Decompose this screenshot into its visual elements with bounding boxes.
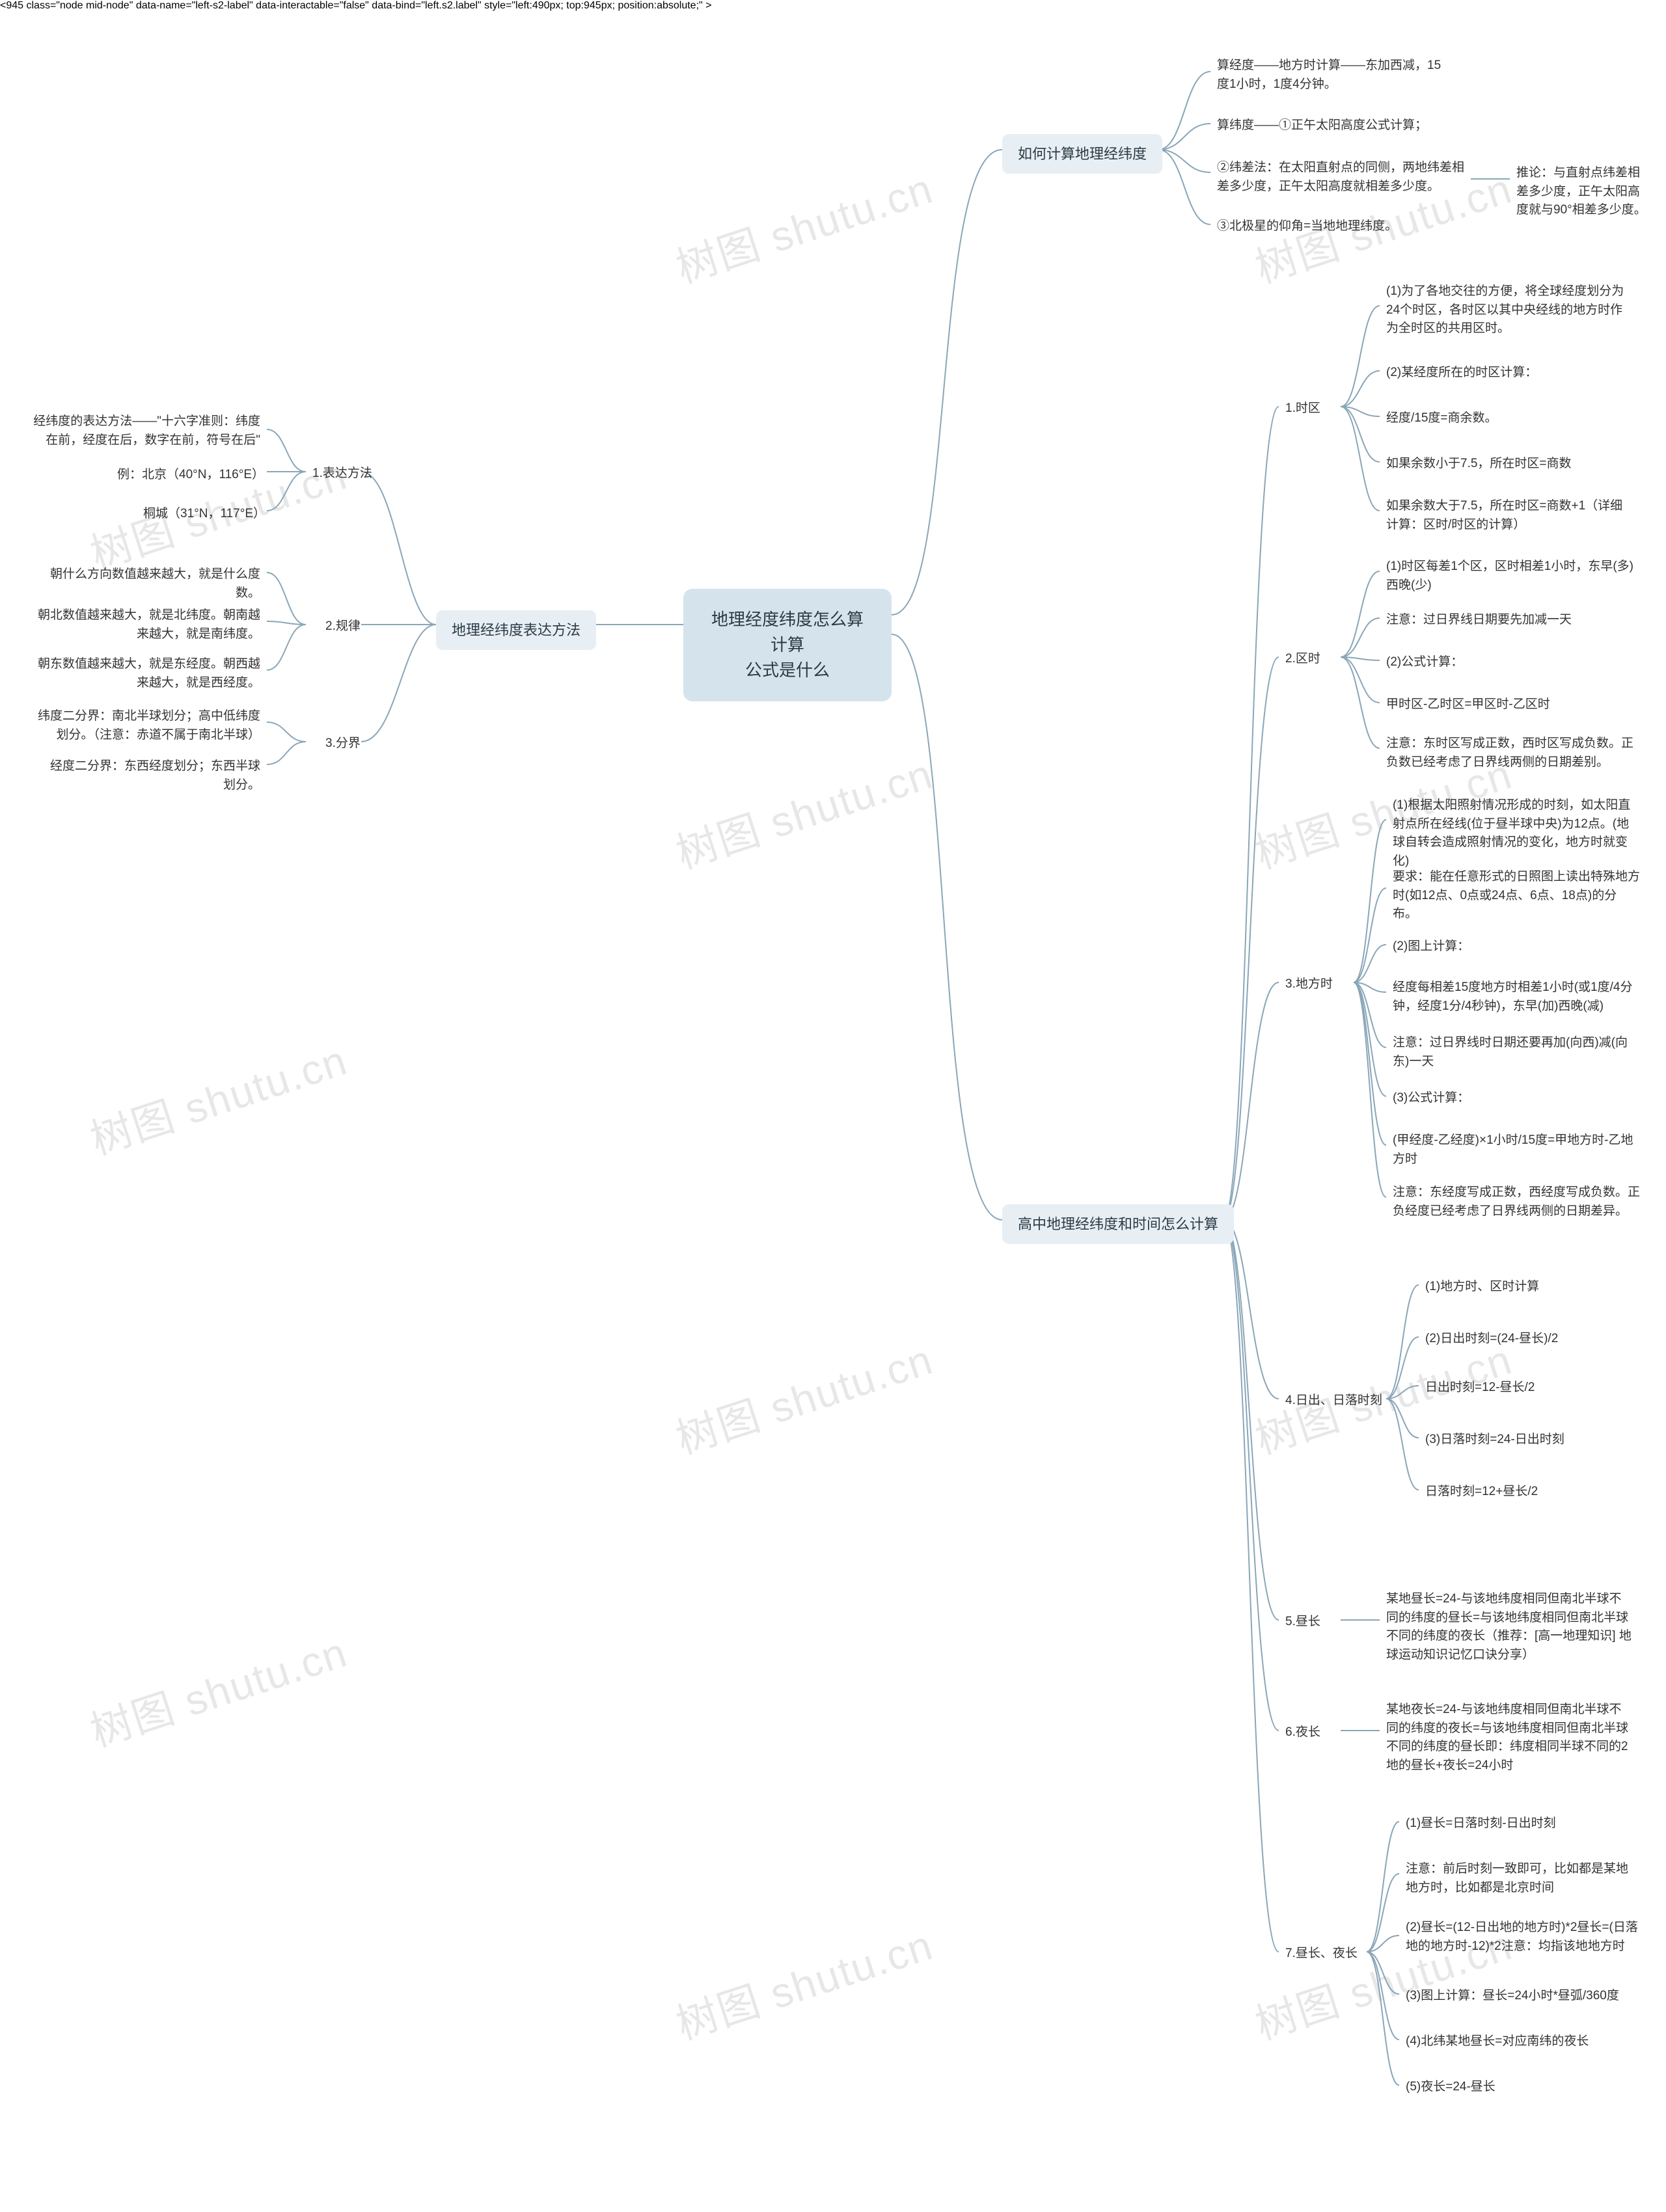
left-s2-item: 朝北数值越来越大，就是北纬度。朝南越来越大，就是南纬度。 [20,604,267,646]
right-a-item: 算经度——地方时计算——东加西减，15度1小时，1度4分钟。 [1210,54,1458,96]
right-b-s2-item: 甲时区-乙时区=甲区时-乙区时 [1380,693,1640,717]
right-b-s3-item: (2)图上计算： [1386,935,1646,959]
right-b-s1-item: 经度/15度=商余数。 [1380,407,1640,431]
watermark: 树图 shutu.cn [668,1912,940,2051]
right-b-s4-item: (1)地方时、区时计算 [1419,1275,1653,1299]
right-b-s3-label: 3.地方时 [1279,973,1339,997]
right-b-s4-item: (2)日出时刻=(24-昼长)/2 [1419,1327,1653,1351]
watermark: 树图 shutu.cn [668,155,940,295]
left-s3-item: 纬度二分界：南北半球划分；高中低纬度划分。（注意：赤道不属于南北半球） [20,705,267,747]
right-b-s1-item: 如果余数大于7.5，所在时区=商数+1（详细计算：区时/时区的计算） [1380,494,1640,537]
right-b-s4-label: 4.日出、日落时刻 [1279,1389,1389,1413]
right-b-s2-item: 注意：过日界线日期要先加减一天 [1380,608,1640,632]
right-b-s3-item: 要求：能在任意形式的日照图上读出特殊地方时(如12点、0点或24点、6点、18点… [1386,865,1646,926]
root-title-line2: 公式是什么 [704,658,871,683]
right-b-s1-label: 1.时区 [1279,397,1327,421]
right-b-s4-item: 日落时刻=12+昼长/2 [1419,1480,1653,1504]
watermark: 树图 shutu.cn [82,1619,354,1759]
right-b-s6-label: 6.夜长 [1279,1721,1327,1745]
right-a-extra: 推论：与直射点纬差相差多少度，正午太阳高度就与90°相差多少度。 [1510,161,1653,223]
right-a-item: ②纬差法：在太阳直射点的同侧，两地纬差相差多少度，正午太阳高度就相差多少度。 [1210,156,1471,198]
right-b-s7-item: (5)夜长=24-昼长 [1399,2075,1646,2099]
branch-left: 地理经纬度表达方法 [436,610,596,650]
right-b-s1-item: (2)某经度所在的时区计算： [1380,361,1640,385]
left-s1-label: 1.表达方法 [306,462,379,486]
left-s2-item: 朝什么方向数值越来越大，就是什么度数。 [39,563,267,605]
right-b-s6-item: 某地夜长=24-与该地纬度相同但南北半球不同的纬度的夜长=与该地纬度相同但南北半… [1380,1698,1640,1777]
left-s2-item: 朝东数值越来越大，就是东经度。朝西越来越大，就是西经度。 [20,653,267,695]
right-b-s2-item: (1)时区每差1个区，区时相差1小时，东早(多)西晚(少) [1380,555,1640,597]
right-a-item: 算纬度——①正午太阳高度公式计算； [1210,114,1458,138]
watermark: 树图 shutu.cn [82,1027,354,1167]
right-b-s4-item: (3)日落时刻=24-日出时刻 [1419,1428,1653,1452]
root-title-line1: 地理经度纬度怎么算 计算 [704,607,871,658]
right-b-s3-item: (3)公式计算： [1386,1086,1646,1111]
left-s3-item: 经度二分界：东西经度划分；东西半球划分。 [36,755,267,797]
right-b-s3-item: 注意：东经度写成正数，西经度写成负数。正负经度已经考虑了日界线两侧的日期差异。 [1386,1181,1646,1223]
right-b-s7-item: (4)北纬某地昼长=对应南纬的夜长 [1399,2030,1646,2054]
right-b-s2-item: (2)公式计算： [1380,651,1640,675]
watermark: 树图 shutu.cn [668,1327,940,1466]
root-node: 地理经度纬度怎么算 计算 公式是什么 [683,589,892,701]
right-b-s7-item: 注意：前后时刻一致即可，比如都是某地地方时，比如都是北京时间 [1399,1857,1646,1900]
left-s1-item: 例：北京（40°N，116°E） [111,463,267,487]
right-b-s4-item: 日出时刻=12-昼长/2 [1419,1376,1653,1400]
left-s1-item: 经纬度的表达方法——"十六字准则：纬度在前，经度在后，数字在前，符号在后" [20,410,267,452]
left-s2-label: 2.规律 [319,615,367,639]
right-b-s3-item: (甲经度-乙经度)×1小时/15度=甲地方时-乙地方时 [1386,1129,1646,1171]
right-b-s3-item: 经度每相差15度地方时相差1小时(或1度/4分钟，经度1分/4秒钟)，东早(加)… [1386,976,1646,1018]
right-b-s1-item: 如果余数小于7.5，所在时区=商数 [1380,452,1640,476]
right-b-s7-item: (3)图上计算：昼长=24小时*昼弧/360度 [1399,1984,1646,2008]
branch-right-a: 如何计算地理经纬度 [1002,134,1162,174]
right-b-s7-label: 7.昼长、夜长 [1279,1942,1364,1966]
right-b-s7-item: (2)昼长=(12-日出地的地方时)*2昼长=(日落地的地方时-12)*2注意：… [1399,1916,1646,1958]
right-b-s2-item: 注意：东时区写成正数，西时区写成负数。正负数已经考虑了日界线两侧的日期差别。 [1380,732,1640,774]
right-b-s5-label: 5.昼长 [1279,1610,1327,1634]
right-b-s3-item: (1)根据太阳照射情况形成的时刻，如太阳直射点所在经线(位于昼半球中央)为12点… [1386,794,1646,873]
right-b-s7-item: (1)昼长=日落时刻-日出时刻 [1399,1812,1646,1836]
right-a-item: ③北极星的仰角=当地地理纬度。 [1210,215,1458,239]
right-b-s1-item: (1)为了各地交往的方便，将全球经度划分为24个时区，各时区以其中央经线的地方时… [1380,280,1640,341]
right-b-s5-item: 某地昼长=24-与该地纬度相同但南北半球不同的纬度的昼长=与该地纬度相同但南北半… [1380,1587,1640,1667]
watermark: 树图 shutu.cn [668,741,940,880]
left-s3-label: 3.分界 [319,732,367,756]
branch-right-b: 高中地理经纬度和时间怎么计算 [1002,1204,1234,1244]
right-b-s3-item: 注意：过日界线时日期还要再加(向西)减(向东)一天 [1386,1031,1646,1073]
right-b-s2-label: 2.区时 [1279,647,1327,671]
left-s1-item: 桐城（31°N，117°E） [137,502,267,526]
